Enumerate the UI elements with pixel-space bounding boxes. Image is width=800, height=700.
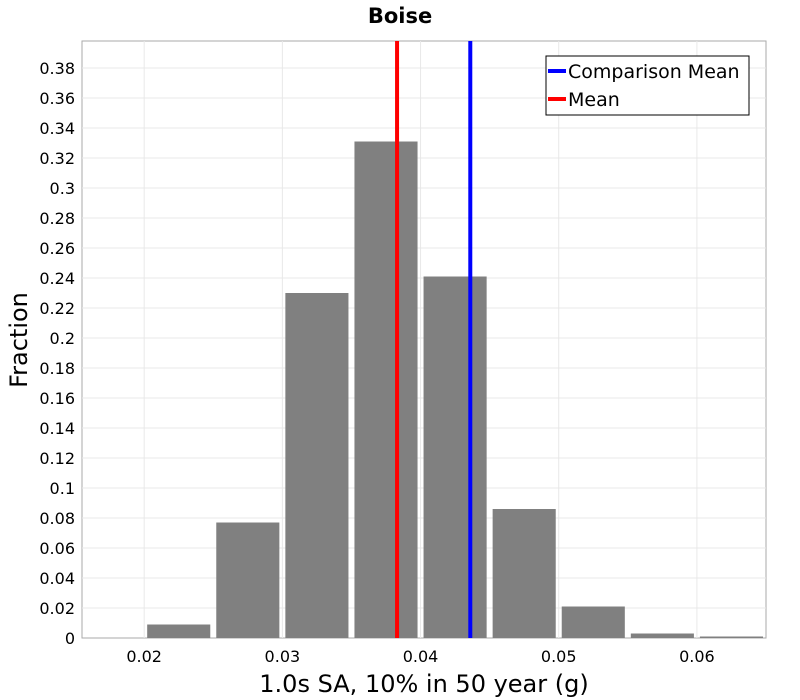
legend-label: Comparison Mean bbox=[568, 61, 740, 83]
x-tick-label: 0.04 bbox=[403, 647, 439, 666]
y-tick-label: 0.12 bbox=[39, 449, 75, 468]
histogram-bar bbox=[423, 276, 487, 638]
legend-box bbox=[545, 55, 750, 116]
y-tick-label: 0 bbox=[65, 629, 75, 648]
chart-title: Boise bbox=[368, 4, 432, 28]
histogram-bar bbox=[699, 636, 763, 638]
y-tick-label: 0.34 bbox=[39, 119, 75, 138]
mean-lines-group bbox=[395, 41, 473, 638]
x-tick-label: 0.02 bbox=[126, 647, 162, 666]
y-tick-label: 0.2 bbox=[50, 329, 75, 348]
y-tick-label: 0.36 bbox=[39, 89, 75, 108]
y-tick-label: 0.26 bbox=[39, 239, 75, 258]
y-tick-label: 0.18 bbox=[39, 359, 75, 378]
y-tick-label: 0.24 bbox=[39, 269, 75, 288]
y-tick-label: 0.02 bbox=[39, 599, 75, 618]
y-tick-label: 0.1 bbox=[50, 479, 75, 498]
histogram-bar bbox=[216, 522, 280, 638]
y-tick-label: 0.04 bbox=[39, 569, 75, 588]
y-tick-label: 0.22 bbox=[39, 299, 75, 318]
histogram-bar bbox=[492, 509, 556, 638]
histogram-bar bbox=[285, 293, 349, 638]
y-tick-label: 0.38 bbox=[39, 59, 75, 78]
y-tick-label: 0.3 bbox=[50, 179, 75, 198]
y-tick-label: 0.14 bbox=[39, 419, 75, 438]
y-tick-label: 0.08 bbox=[39, 509, 75, 528]
x-tick-label: 0.03 bbox=[265, 647, 301, 666]
y-tick-label: 0.06 bbox=[39, 539, 75, 558]
histogram-bar bbox=[147, 624, 211, 638]
y-tick-label: 0.16 bbox=[39, 389, 75, 408]
x-tick-label: 0.06 bbox=[679, 647, 715, 666]
histogram-bar bbox=[354, 141, 418, 638]
legend-label: Mean bbox=[568, 89, 620, 111]
histogram-bar bbox=[561, 606, 625, 638]
x-tick-label: 0.05 bbox=[541, 647, 577, 666]
x-axis-label: 1.0s SA, 10% in 50 year (g) bbox=[259, 670, 588, 698]
histogram-bar bbox=[630, 633, 694, 638]
bars-group bbox=[147, 141, 763, 638]
x-tick-labels: 0.02 0.03 0.04 0.05 0.06 bbox=[126, 647, 714, 666]
y-axis-label: Fraction bbox=[5, 292, 33, 388]
y-tick-label: 0.28 bbox=[39, 209, 75, 228]
y-tick-labels: 0 0.02 0.04 0.06 0.08 0.1 0.12 0.14 0.16 0.18 0.2 0… bbox=[39, 59, 75, 648]
legend: Comparison Mean Mean bbox=[545, 55, 750, 116]
y-tick-label: 0.32 bbox=[39, 149, 75, 168]
